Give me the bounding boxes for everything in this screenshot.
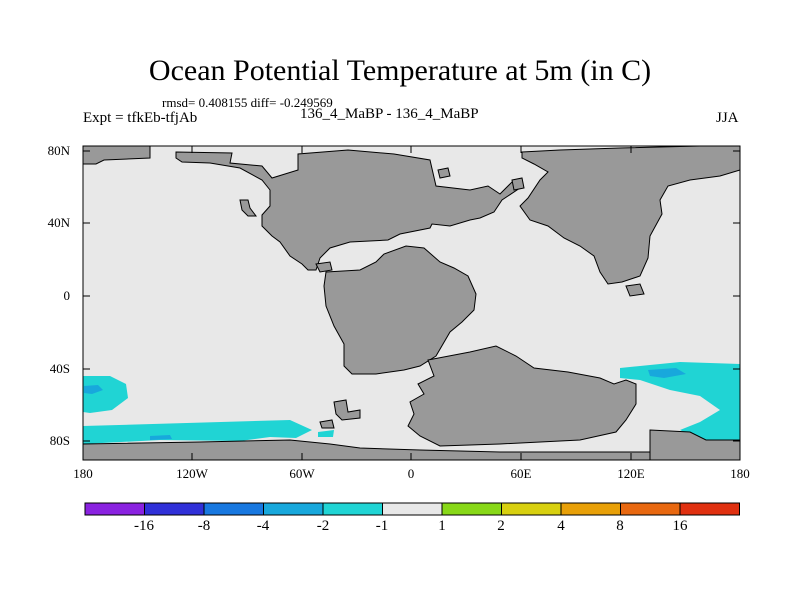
stats-line: rmsd= 0.408155 diff= -0.249569 [162,95,333,110]
colorbar-label: -8 [197,518,211,534]
colorbar-label: -2 [316,518,330,534]
core-southern-band [150,435,172,440]
lon-label-120e: 120E [617,466,645,481]
land-island-east-coast [239,199,257,217]
land-island-north-atlantic [437,167,451,179]
colorbar-label: -16 [134,518,154,534]
cold-anomaly-regions [83,362,740,444]
colorbar-swatch [620,502,681,516]
lat-label-0: 0 [63,288,71,303]
lat-label-40s: 40S [49,361,70,376]
colorbar-label: -4 [256,518,270,534]
lon-label-0: 0 [407,466,415,481]
land-north-america [175,149,521,271]
season-label: JJA [716,110,739,126]
colorbar-swatch [382,502,443,516]
colorbar-swatch [263,502,324,516]
lon-label-60w: 60W [289,466,315,481]
land-island-caribbean [315,261,333,273]
colorbar-label: 1 [438,518,446,534]
lon-label-180w: 180 [73,466,93,481]
colorbar-label: 16 [672,518,688,534]
colorbar-label: 2 [497,518,505,534]
land-island-southern-ocean [319,419,335,429]
anomaly-south-indian-pacific [620,362,740,440]
lon-label-60e: 60E [510,466,532,481]
core-south-pacific [84,385,103,394]
colorbar-label: -1 [375,518,389,534]
land-antarctic-peninsula [333,399,361,421]
lat-label-40n: 40N [47,215,70,230]
lon-label-180e: 180 [730,466,750,481]
land-masses [82,145,741,461]
land-antarctica-laurentia [407,345,637,447]
colorbar-swatch [441,502,502,516]
anomaly-small-patch [318,430,334,437]
colorbar-swatch [144,502,205,516]
colorbar-label: 8 [616,518,624,534]
colorbar-swatch [679,502,740,516]
colorbar-swatch [203,502,264,516]
lon-label-120w: 120W [176,466,208,481]
experiment-label: Expt = tfkEb-tfjAb [83,110,198,126]
lat-label-80s: 80S [49,433,70,448]
colorbar-swatch [501,502,562,516]
lat-label-80n: 80N [47,143,70,158]
cold-core-regions [84,368,686,440]
anomaly-southern-band [83,420,312,444]
anomaly-far-east-patch [708,424,740,434]
land-island-arctic [511,177,525,191]
map-title: Ocean Potential Temperature at 5m (in C) [148,54,652,87]
colorbar-swatch [560,502,621,516]
tick-marks [82,146,741,460]
land-africa-europe [323,245,477,375]
colorbar-swatch [322,502,383,516]
land-island-southeast [625,283,645,297]
colorbar-label: 4 [557,518,565,534]
colorbar-swatch [84,502,145,516]
period-label: 136_4_MaBP - 136_4_MaBP [300,106,479,122]
anomaly-south-pacific [83,376,128,413]
core-south-indian [648,368,686,378]
